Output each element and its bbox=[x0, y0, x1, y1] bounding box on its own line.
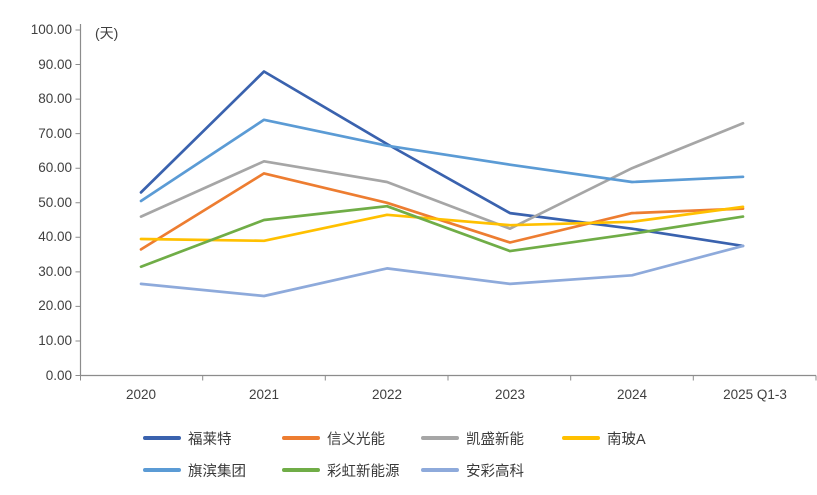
legend-item: 凯盛新能 bbox=[421, 429, 524, 448]
legend-line-swatch-icon bbox=[562, 436, 600, 440]
legend-line-swatch-icon bbox=[282, 468, 320, 472]
y-axis-unit-label: (天) bbox=[95, 25, 119, 41]
y-axis-tick-label: 50.00 bbox=[38, 194, 72, 210]
y-axis-tick-label: 90.00 bbox=[38, 56, 72, 72]
legend-line-swatch-icon bbox=[421, 436, 459, 440]
x-axis-tick-label: 2025 Q1-3 bbox=[723, 387, 787, 402]
x-axis-tick-label: 2023 bbox=[494, 387, 526, 402]
series-line-3 bbox=[139, 205, 745, 243]
legend-item: 安彩高科 bbox=[421, 461, 524, 480]
legend-line-swatch-icon bbox=[421, 468, 459, 472]
legend-item: 南玻A bbox=[562, 429, 646, 448]
y-axis-tick-label: 100.00 bbox=[30, 22, 72, 37]
legend-label: 彩虹新能源 bbox=[327, 463, 400, 480]
x-axis-tick-label: 2020 bbox=[125, 387, 157, 402]
y-axis-tick-label: 80.00 bbox=[38, 91, 72, 107]
x-axis-tick-label: 2024 bbox=[616, 387, 648, 402]
y-axis-tick-label: 20.00 bbox=[38, 298, 72, 314]
legend-item: 福莱特 bbox=[143, 429, 232, 448]
legend-label: 福莱特 bbox=[188, 431, 232, 448]
legend-label: 旗滨集团 bbox=[188, 463, 246, 480]
x-axis-tick-label: 2022 bbox=[371, 387, 403, 402]
legend-label: 安彩高科 bbox=[466, 463, 524, 480]
series-line-4 bbox=[139, 118, 745, 203]
legend-line-swatch-icon bbox=[282, 436, 320, 440]
y-axis-ticks bbox=[75, 29, 81, 376]
y-axis-tick-label: 40.00 bbox=[38, 229, 72, 245]
legend-line-swatch-icon bbox=[143, 468, 181, 472]
series-line-5 bbox=[139, 204, 745, 269]
legend-item: 信义光能 bbox=[282, 429, 385, 448]
y-axis-tick-label: 30.00 bbox=[38, 263, 72, 279]
series-line-1 bbox=[139, 172, 745, 251]
legend-line-swatch-icon bbox=[143, 436, 181, 440]
y-axis-tick-label: 10.00 bbox=[38, 332, 72, 348]
y-axis-tick-label: 70.00 bbox=[38, 125, 72, 141]
legend-label: 信义光能 bbox=[327, 431, 385, 448]
legend-label: 凯盛新能 bbox=[466, 431, 524, 448]
y-axis-tick-label: 0.00 bbox=[45, 367, 72, 383]
legend-item: 旗滨集团 bbox=[143, 461, 246, 480]
legend-item: 彩虹新能源 bbox=[282, 461, 400, 480]
x-axis-ticks bbox=[80, 375, 817, 381]
series-line-6 bbox=[139, 244, 745, 298]
legend-label: 南玻A bbox=[607, 431, 646, 448]
y-axis-tick-label: 60.00 bbox=[38, 160, 72, 176]
series-line-2 bbox=[139, 121, 745, 231]
x-axis-tick-label: 2021 bbox=[248, 387, 280, 402]
